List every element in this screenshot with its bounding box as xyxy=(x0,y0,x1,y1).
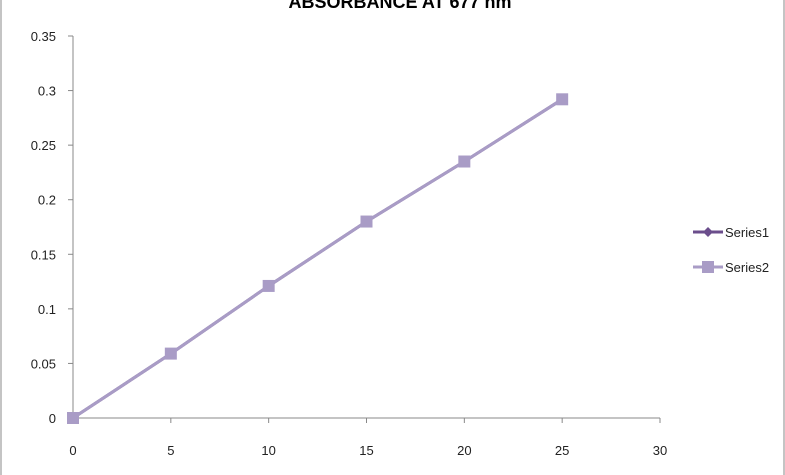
y-tick-label: 0.3 xyxy=(38,84,56,99)
x-tick-label: 20 xyxy=(457,443,471,458)
chart-title: ABSORBANCE AT 677 nm xyxy=(288,0,512,12)
data-point-series2 xyxy=(262,279,275,292)
y-tick-label: 0.35 xyxy=(31,29,56,44)
legend-marker-series1 xyxy=(703,227,713,237)
y-tick-label: 0 xyxy=(49,411,56,426)
x-tick-label: 15 xyxy=(359,443,373,458)
data-point-series2 xyxy=(458,155,471,168)
y-tick-label: 0.15 xyxy=(31,247,56,262)
x-tick-label: 30 xyxy=(653,443,667,458)
series-line-series2 xyxy=(72,98,563,420)
x-tick-label: 5 xyxy=(167,443,174,458)
y-tick-label: 0.1 xyxy=(38,302,56,317)
data-point-series2 xyxy=(164,347,177,360)
x-tick-label: 10 xyxy=(261,443,275,458)
legend-label-series2: Series2 xyxy=(725,260,769,275)
data-point-series2 xyxy=(67,412,79,424)
y-tick-label: 0.05 xyxy=(31,356,56,371)
series xyxy=(67,93,569,424)
x-tick-label: 25 xyxy=(555,443,569,458)
tick-labels: 0 0.05 0.1 0.15 0.2 0.25 0.3 0.35 0 5 10 15 20 25 30 xyxy=(31,29,668,458)
y-tick-label: 0.2 xyxy=(38,193,56,208)
legend: Series1 Series2 xyxy=(693,225,769,275)
data-point-series2 xyxy=(556,93,569,106)
y-tick-label: 0.25 xyxy=(31,138,56,153)
x-tick-label: 0 xyxy=(69,443,76,458)
legend-marker-series2 xyxy=(702,261,714,273)
legend-label-series1: Series1 xyxy=(725,225,769,240)
data-point-series2 xyxy=(360,215,373,228)
